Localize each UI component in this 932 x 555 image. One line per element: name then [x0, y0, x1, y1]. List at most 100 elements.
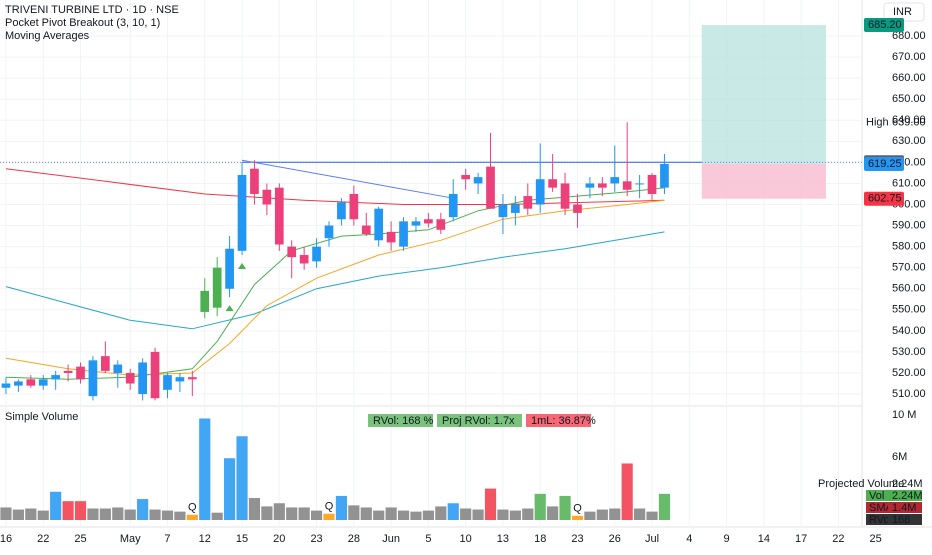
legend-value-box — [888, 514, 922, 525]
x-tick-label: 22 — [37, 533, 49, 545]
x-tick-label: May — [120, 533, 141, 545]
legend-value-box — [888, 490, 922, 501]
candle-body — [250, 168, 259, 194]
y-tick-label: 660.00 — [892, 72, 926, 84]
moving-average — [5, 231, 665, 330]
stat-badge — [526, 414, 591, 427]
candle-body — [237, 175, 247, 251]
y-tick-label: 610.00 — [892, 177, 926, 189]
x-tick-label: 17 — [795, 533, 807, 545]
trend-line — [241, 159, 454, 199]
volume-bar — [25, 508, 37, 520]
legend-value: 2.24M — [892, 490, 923, 502]
x-tick-label: 5 — [425, 533, 431, 545]
candle-body — [200, 290, 210, 312]
volume-bar — [174, 511, 186, 520]
volume-bar — [460, 508, 472, 520]
candle-body — [26, 379, 36, 386]
candle-body — [585, 183, 595, 188]
candle-body — [349, 193, 359, 220]
stat-badge-label: 1mL: 36.87% — [531, 415, 596, 427]
volume-bar — [348, 505, 360, 520]
y-tick-label: 570.00 — [892, 262, 926, 274]
indicator-label: Moving Averages — [5, 30, 90, 42]
legend-value-box — [888, 502, 922, 513]
indicator-label: Pocket Pivot Breakout (3, 10, 1) — [5, 17, 160, 29]
x-tick-label: 16 — [0, 533, 12, 545]
volume-bar — [12, 509, 24, 520]
volume-bar — [286, 507, 298, 520]
candle-body — [225, 248, 234, 289]
candle-body — [374, 208, 384, 241]
q-marker: Q — [325, 501, 334, 513]
volume-bar — [112, 507, 124, 520]
candle-body — [386, 231, 396, 243]
volume-bar — [298, 507, 310, 520]
volume-bar — [435, 506, 447, 520]
candle-body — [175, 377, 185, 382]
x-tick-label: 23 — [571, 533, 583, 545]
x-tick-label: 28 — [348, 533, 360, 545]
candle-body — [436, 219, 446, 230]
candle-body — [511, 204, 520, 213]
volume-bar — [199, 418, 211, 520]
candle-body — [262, 189, 272, 205]
volume-bar — [385, 507, 397, 520]
x-tick-label: 26 — [609, 533, 621, 545]
volume-bar — [186, 514, 198, 520]
volume-bar — [149, 509, 161, 520]
legend-name: Vol — [869, 490, 884, 502]
candle-body — [299, 255, 309, 264]
price-badge — [864, 18, 904, 33]
candle-body — [125, 372, 135, 384]
candle-body — [337, 202, 346, 220]
x-tick-label: 22 — [832, 533, 844, 545]
y-tick-label: 680.00 — [892, 30, 926, 42]
candle-body — [622, 181, 632, 190]
volume-bar — [410, 511, 422, 520]
volume-tick-label: 6M — [892, 451, 907, 463]
y-tick-label: 580.00 — [892, 241, 926, 253]
legend-swatch — [866, 490, 888, 501]
projected-volume-value: 2.24M — [892, 478, 923, 490]
candle-body — [51, 375, 61, 380]
stat-badge — [368, 414, 433, 427]
q-marker: Q — [188, 502, 197, 514]
x-tick-label: 15 — [236, 533, 248, 545]
symbol-title: TRIVENI TURBINE LTD · 1D · NSE — [5, 4, 179, 16]
price-badge — [864, 191, 904, 206]
volume-bar — [634, 508, 646, 520]
volume-bar — [497, 509, 509, 520]
candle-body — [113, 364, 123, 373]
volume-bar — [397, 510, 410, 520]
x-tick-label: 25 — [74, 533, 86, 545]
volume-bar — [137, 499, 149, 520]
q-marker: Q — [573, 503, 582, 515]
x-tick-label: 13 — [497, 533, 509, 545]
candle-body — [88, 360, 98, 397]
volume-bar — [422, 510, 434, 520]
y-tick-label: 590.00 — [892, 219, 926, 231]
y-tick-label: 640.00 — [892, 114, 926, 126]
x-tick-label: 9 — [724, 533, 730, 545]
currency-label[interactable]: INR — [893, 6, 912, 18]
volume-bar — [596, 509, 608, 520]
candle-body — [523, 196, 533, 209]
stat-badge-label: Proj RVol: 1.7x — [442, 415, 515, 427]
candle-body — [411, 221, 421, 226]
volume-bar — [509, 510, 521, 520]
candle-body — [101, 356, 110, 371]
projected-volume-title: Projected Volume — [818, 478, 904, 490]
legend-name: SMA — [869, 502, 894, 514]
candle-body — [38, 379, 48, 386]
x-tick-label: 18 — [534, 533, 546, 545]
candle-body — [560, 183, 570, 209]
x-tick-label: Jun — [382, 533, 400, 545]
price-badge — [864, 156, 904, 171]
volume-bar — [559, 495, 571, 520]
volume-bar — [323, 513, 335, 520]
candle-body — [361, 225, 371, 234]
volume-bar — [273, 503, 285, 520]
candle-body — [312, 246, 321, 262]
candle-body — [647, 175, 657, 194]
